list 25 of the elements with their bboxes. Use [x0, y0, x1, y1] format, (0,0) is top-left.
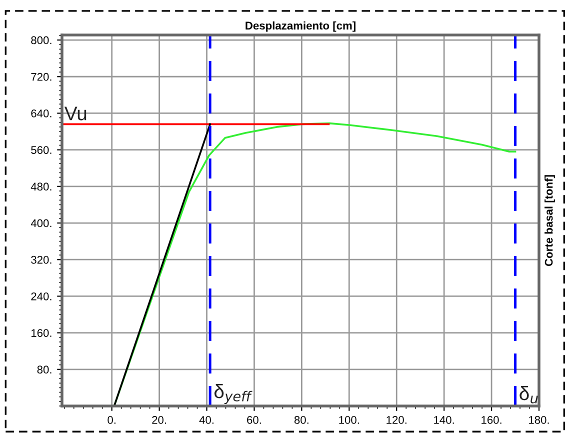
y-tick-label: 560. [31, 146, 52, 154]
ref-line-label: δ$_{u}$ [520, 386, 538, 404]
annotation: Vu [64, 106, 86, 120]
x-tick-label: 60. [247, 416, 261, 424]
y-tick-label: 640. [31, 109, 52, 118]
y-axis-title: Corte basal [tonf] [544, 175, 555, 266]
y-tick-label: 160. [32, 329, 52, 337]
x-tick-label: 40. [199, 416, 214, 424]
x-tick-label: 80. [294, 416, 308, 424]
y-tick-label: 720. [31, 72, 52, 81]
x-tick-label: 0. [108, 416, 116, 424]
x-tick-label: 20. [152, 416, 166, 424]
x-tick-label: 100. [339, 416, 359, 424]
y-tick-label: 480. [30, 182, 52, 191]
x-tick-label: 180. [529, 416, 549, 424]
x-tick-label: 120. [386, 416, 406, 424]
y-tick-label: 400. [30, 219, 52, 228]
x-tick-label: 160. [482, 416, 502, 424]
y-tick-label: 80. [37, 366, 52, 374]
y-tick-label: 240. [31, 292, 52, 300]
x-tick-label: 140. [434, 416, 454, 424]
x-axis-title: Desplazamiento [cm] [246, 21, 356, 32]
ref-line-label: δ$_{yeff}$ [214, 384, 252, 404]
y-tick-label: 320. [31, 256, 52, 264]
y-tick-label: 800. [31, 36, 52, 44]
